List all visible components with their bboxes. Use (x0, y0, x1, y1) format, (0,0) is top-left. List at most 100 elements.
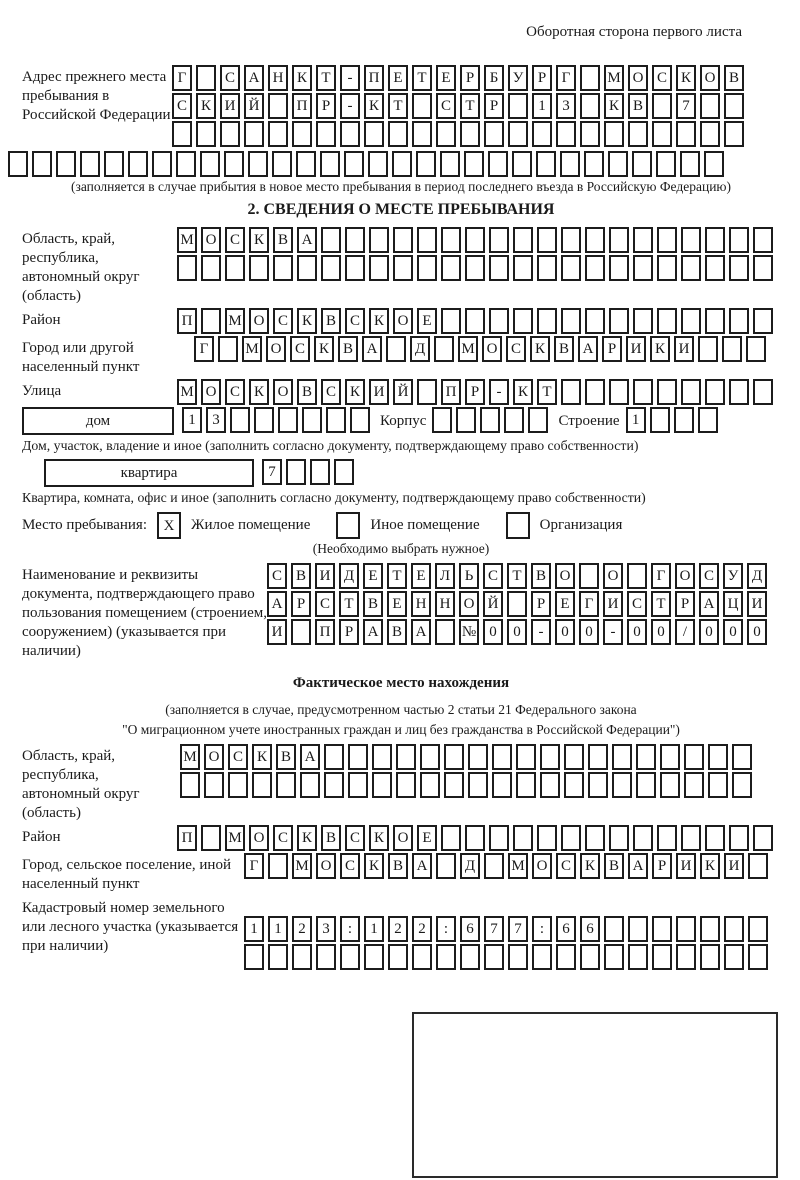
char-box[interactable] (320, 151, 340, 177)
char-box[interactable] (748, 853, 768, 879)
char-box[interactable] (532, 121, 552, 147)
char-box[interactable]: Р (532, 65, 552, 91)
char-box[interactable]: К (297, 308, 317, 334)
char-box[interactable] (396, 744, 416, 770)
char-box[interactable] (537, 255, 557, 281)
char-box[interactable] (604, 944, 624, 970)
char-box[interactable]: Ц (723, 591, 743, 617)
char-box[interactable]: С (627, 591, 647, 617)
char-box[interactable]: В (604, 853, 624, 879)
char-box[interactable] (372, 772, 392, 798)
char-box[interactable]: П (177, 308, 197, 334)
char-box[interactable] (636, 744, 656, 770)
char-box[interactable] (579, 563, 599, 589)
char-box[interactable] (537, 825, 557, 851)
char-box[interactable]: О (459, 591, 479, 617)
char-box[interactable] (456, 407, 477, 433)
char-box[interactable] (334, 459, 354, 485)
char-box[interactable] (657, 255, 677, 281)
char-box[interactable] (612, 772, 632, 798)
char-box[interactable] (680, 151, 700, 177)
char-box[interactable]: Ь (459, 563, 479, 589)
char-box[interactable] (580, 93, 600, 119)
char-box[interactable] (434, 336, 454, 362)
char-box[interactable] (681, 308, 701, 334)
char-box[interactable]: О (555, 563, 575, 589)
char-box[interactable] (441, 227, 461, 253)
char-box[interactable] (177, 255, 197, 281)
char-box[interactable]: В (724, 65, 744, 91)
char-box[interactable] (627, 563, 647, 589)
char-box[interactable] (440, 151, 460, 177)
char-box[interactable] (729, 825, 749, 851)
char-box[interactable]: К (364, 853, 384, 879)
char-box[interactable]: : (532, 916, 552, 942)
char-box[interactable] (364, 944, 384, 970)
char-box[interactable]: Б (484, 65, 504, 91)
char-box[interactable] (708, 772, 728, 798)
char-box[interactable]: И (626, 336, 646, 362)
char-box[interactable]: 1 (268, 916, 288, 942)
char-box[interactable] (492, 744, 512, 770)
char-box[interactable] (633, 379, 653, 405)
char-box[interactable] (628, 944, 648, 970)
char-box[interactable] (660, 744, 680, 770)
char-box[interactable]: Т (460, 93, 480, 119)
char-box[interactable] (628, 121, 648, 147)
char-box[interactable]: Е (388, 65, 408, 91)
char-box[interactable] (681, 825, 701, 851)
char-box[interactable] (604, 121, 624, 147)
stay-type-checkbox-organization[interactable] (505, 512, 530, 539)
char-box[interactable]: Т (388, 93, 408, 119)
char-box[interactable] (436, 944, 456, 970)
char-box[interactable] (585, 308, 605, 334)
char-box[interactable]: И (267, 619, 287, 645)
char-box[interactable]: Т (537, 379, 557, 405)
char-box[interactable]: К (297, 825, 317, 851)
char-box[interactable]: К (650, 336, 670, 362)
char-box[interactable] (286, 459, 306, 485)
char-box[interactable] (705, 379, 725, 405)
char-box[interactable] (585, 379, 605, 405)
char-box[interactable]: П (315, 619, 335, 645)
char-box[interactable]: Е (417, 308, 437, 334)
char-box[interactable]: 2 (412, 916, 432, 942)
char-box[interactable] (561, 825, 581, 851)
char-box[interactable] (556, 944, 576, 970)
char-box[interactable] (697, 407, 718, 433)
char-box[interactable] (272, 151, 292, 177)
char-box[interactable]: Й (483, 591, 503, 617)
char-box[interactable] (460, 944, 480, 970)
char-box[interactable]: А (362, 336, 382, 362)
char-box[interactable]: Р (602, 336, 622, 362)
char-box[interactable]: К (676, 65, 696, 91)
char-box[interactable] (657, 227, 677, 253)
char-box[interactable]: С (267, 563, 287, 589)
char-box[interactable]: П (441, 379, 461, 405)
char-box[interactable] (732, 772, 752, 798)
char-box[interactable]: С (228, 744, 248, 770)
char-box[interactable]: Л (435, 563, 455, 589)
char-box[interactable]: 0 (483, 619, 503, 645)
char-box[interactable] (537, 227, 557, 253)
char-box[interactable] (465, 227, 485, 253)
char-box[interactable] (465, 825, 485, 851)
char-box[interactable]: Р (531, 591, 551, 617)
char-box[interactable] (516, 772, 536, 798)
char-box[interactable] (268, 853, 288, 879)
char-box[interactable]: Е (417, 825, 437, 851)
char-box[interactable] (432, 407, 453, 433)
char-box[interactable] (724, 944, 744, 970)
char-box[interactable]: Р (484, 93, 504, 119)
char-box[interactable] (657, 379, 677, 405)
char-box[interactable] (348, 772, 368, 798)
char-box[interactable]: К (369, 308, 389, 334)
char-box[interactable] (412, 93, 432, 119)
char-box[interactable]: А (411, 619, 431, 645)
char-box[interactable] (700, 944, 720, 970)
char-box[interactable]: О (603, 563, 623, 589)
char-box[interactable] (484, 944, 504, 970)
char-box[interactable] (604, 916, 624, 942)
char-box[interactable]: Д (410, 336, 430, 362)
char-box[interactable]: О (249, 308, 269, 334)
